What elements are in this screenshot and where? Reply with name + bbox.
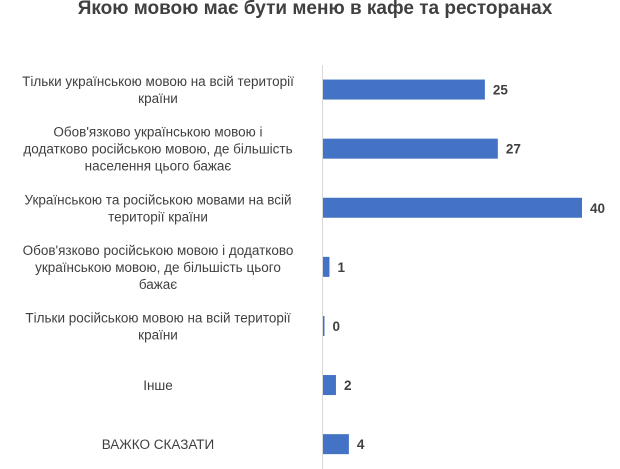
category-label-line: Обов'язково російською мовою і додатково	[23, 243, 294, 258]
category-label-line: країни	[138, 91, 178, 106]
data-label-1: 27	[506, 142, 521, 157]
category-label-0: Тільки українською мовою на всій територ…	[22, 74, 294, 106]
category-label-2: Українською та російською мовами на всій…	[24, 192, 291, 224]
category-label-line: додатково російською мовою, де більшість	[23, 142, 292, 157]
category-label-line: Українською та російською мовами на всій	[24, 192, 291, 207]
data-label-3: 1	[337, 260, 345, 275]
category-label-line: ВАЖКО СКАЗАТИ	[102, 437, 215, 452]
category-label-1: Обов'язково українською мовою і додатково…	[23, 125, 292, 174]
category-label-line: Тільки російською мовою на всій територі…	[25, 310, 290, 325]
category-label-line: бажає	[139, 277, 177, 292]
category-label-3: Обов'язково російською мовою і додатково…	[23, 243, 294, 292]
category-label-line: українською мовою, де більшість цього	[35, 260, 281, 275]
category-label-line: населення цього бажає	[85, 159, 232, 174]
data-label-0: 25	[493, 83, 509, 98]
category-label-line: Обов'язково українською мовою і	[53, 125, 262, 140]
category-label-line: Тільки українською мовою на всій територ…	[22, 74, 294, 89]
chart-marks: 25 Тільки українською мовою на всій терит…	[22, 74, 605, 455]
bar-4	[323, 315, 325, 336]
bar-3	[323, 256, 330, 277]
data-label-4: 0	[333, 319, 341, 334]
category-label-4: Тільки російською мовою на всій територі…	[25, 310, 290, 342]
bar-6	[323, 434, 349, 455]
data-label-2: 40	[590, 201, 605, 216]
category-label-line: території країни	[108, 209, 208, 224]
bar-1	[323, 138, 498, 159]
category-label-5: Інше	[143, 378, 173, 393]
category-label-line: країни	[138, 327, 178, 342]
data-label-6: 4	[357, 437, 365, 452]
category-label-6: ВАЖКО СКАЗАТИ	[102, 437, 215, 452]
category-label-line: Інше	[143, 378, 173, 393]
chart-title: Якою мовою має бути меню в кафе та ресто…	[78, 0, 553, 19]
bar-0	[323, 79, 485, 100]
bar-2	[323, 197, 582, 218]
data-label-5: 2	[344, 378, 352, 393]
bar-5	[323, 375, 336, 396]
